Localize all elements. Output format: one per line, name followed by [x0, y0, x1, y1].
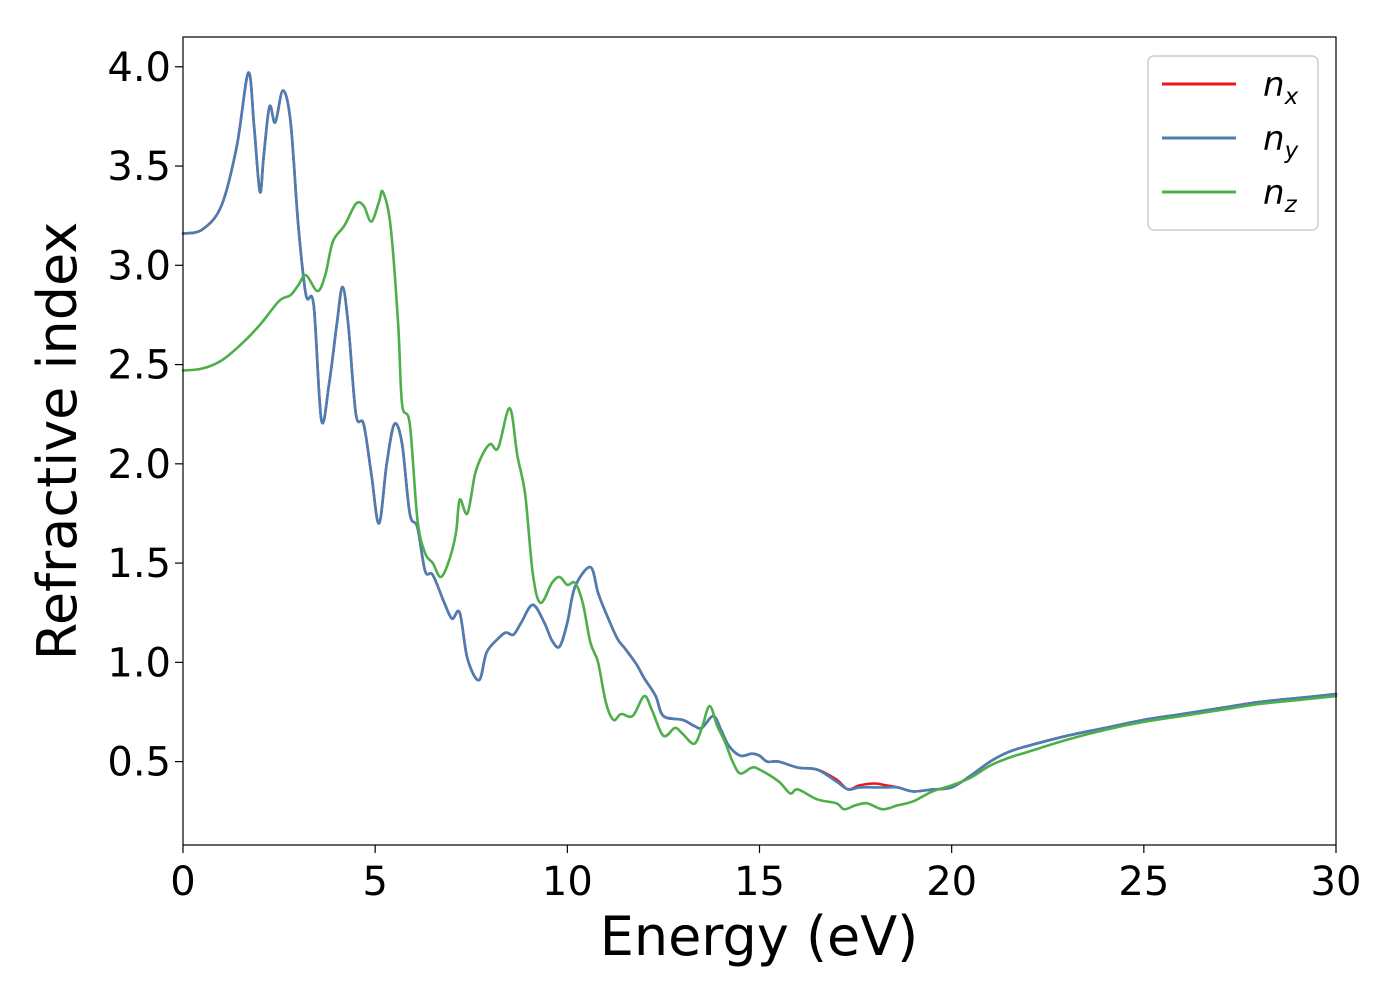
x-tick-label: 30 [1311, 859, 1362, 905]
legend-entries: nx ny nz [1162, 65, 1299, 218]
x-tick-label: 10 [542, 859, 593, 905]
x-tick-label: 15 [734, 859, 785, 905]
y-axis-ticks: 0.5 1.0 1.5 2.0 2.5 3.0 3.5 4.0 [107, 45, 183, 786]
plot-background [183, 37, 1336, 845]
legend-label-nz: nz [1263, 173, 1298, 218]
y-tick-label: 3.5 [107, 144, 171, 190]
x-axis-label: Energy (eV) [600, 905, 919, 968]
y-tick-label: 4.0 [107, 45, 171, 91]
x-axis-ticks: 0 5 10 15 20 25 30 [170, 845, 1361, 905]
x-tick-label: 20 [926, 859, 977, 905]
legend: nx ny nz [1147, 55, 1319, 231]
x-tick-label: 5 [362, 859, 387, 905]
y-tick-label: 1.0 [107, 640, 171, 686]
y-tick-label: 3.0 [107, 243, 171, 289]
series-layer [181, 71, 1338, 811]
x-tick-label: 0 [170, 859, 195, 905]
y-tick-label: 2.5 [107, 343, 171, 389]
legend-label-nx: nx [1263, 65, 1299, 110]
y-tick-label: 0.5 [107, 740, 171, 786]
y-tick-label: 1.5 [107, 541, 171, 587]
series-line-ny [181, 71, 1338, 793]
x-tick-label: 25 [1118, 859, 1169, 905]
legend-label-ny: ny [1263, 119, 1299, 164]
y-axis-label: Refractive index [26, 222, 89, 661]
series-line-nz [181, 189, 1338, 811]
y-tick-label: 2.0 [107, 442, 171, 488]
legend-box [1147, 55, 1319, 231]
